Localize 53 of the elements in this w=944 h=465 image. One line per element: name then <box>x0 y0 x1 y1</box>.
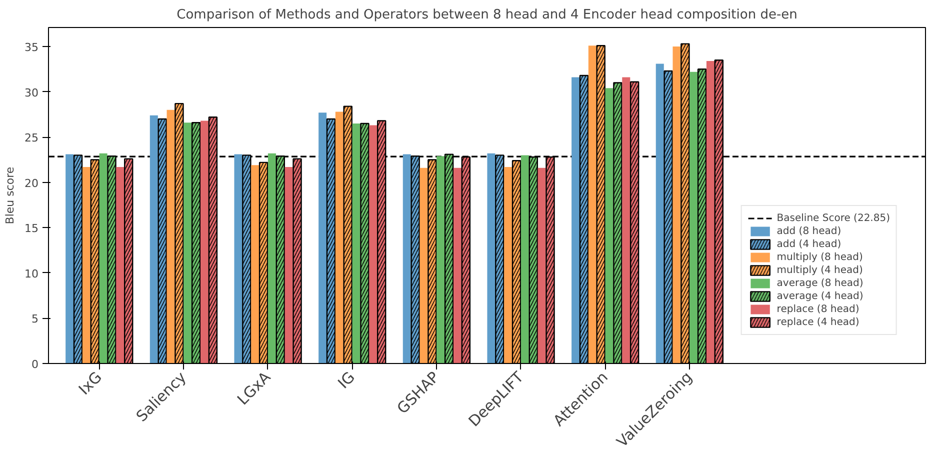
bar <box>166 110 175 364</box>
bar <box>690 72 698 364</box>
bar <box>284 166 293 364</box>
bar <box>656 64 664 364</box>
y-tick-label: 35 <box>24 41 39 54</box>
chart-title: Comparison of Methods and Operators between 8 head and 4 Encoder head composition de-en <box>176 8 798 22</box>
bar <box>672 46 681 364</box>
bar <box>184 122 192 364</box>
bar <box>66 154 74 364</box>
bar <box>268 153 276 364</box>
y-tick-label: 0 <box>32 358 38 371</box>
y-tick-label: 25 <box>24 132 39 145</box>
legend-label: multiply (4 head) <box>776 264 863 276</box>
y-tick-label: 30 <box>24 86 39 100</box>
bar <box>234 154 242 364</box>
bar <box>706 61 714 364</box>
bar <box>251 165 260 364</box>
bar <box>369 125 378 364</box>
bar <box>588 46 596 364</box>
bar <box>605 88 614 364</box>
y-tick-label: 10 <box>24 267 39 280</box>
bar <box>335 112 344 364</box>
legend-label: Baseline Score (22.85) <box>776 212 890 224</box>
legend-label: average (8 head) <box>776 278 864 288</box>
bar <box>520 155 529 364</box>
bar <box>453 168 462 364</box>
bar <box>487 153 496 364</box>
bar <box>99 153 108 364</box>
bar <box>318 112 327 364</box>
legend-label: add (8 head) <box>776 226 842 236</box>
y-tick-label: 15 <box>24 222 39 236</box>
bar <box>420 168 428 364</box>
x-tick-label: IG <box>334 368 358 392</box>
y-axis-title: Bleu score <box>4 166 17 224</box>
bar <box>402 154 411 364</box>
bar <box>150 115 158 364</box>
bar <box>200 120 209 364</box>
legend-label: replace (8 head) <box>776 304 860 314</box>
legend-label: replace (4 head) <box>776 316 860 328</box>
bar <box>116 166 124 364</box>
bar <box>436 156 445 364</box>
y-tick-label: 20 <box>24 176 39 190</box>
bar <box>82 166 90 364</box>
bar <box>504 166 512 364</box>
bar <box>572 77 580 364</box>
bar <box>622 77 630 364</box>
legend-label: add (4 head) <box>776 238 842 250</box>
legend-label: average (4 head) <box>776 290 864 302</box>
legend-label: multiply (8 head) <box>776 252 863 262</box>
y-tick-label: 5 <box>32 312 38 326</box>
bar <box>352 124 360 364</box>
bar <box>538 168 546 364</box>
x-tick-label: IxG <box>75 368 106 398</box>
